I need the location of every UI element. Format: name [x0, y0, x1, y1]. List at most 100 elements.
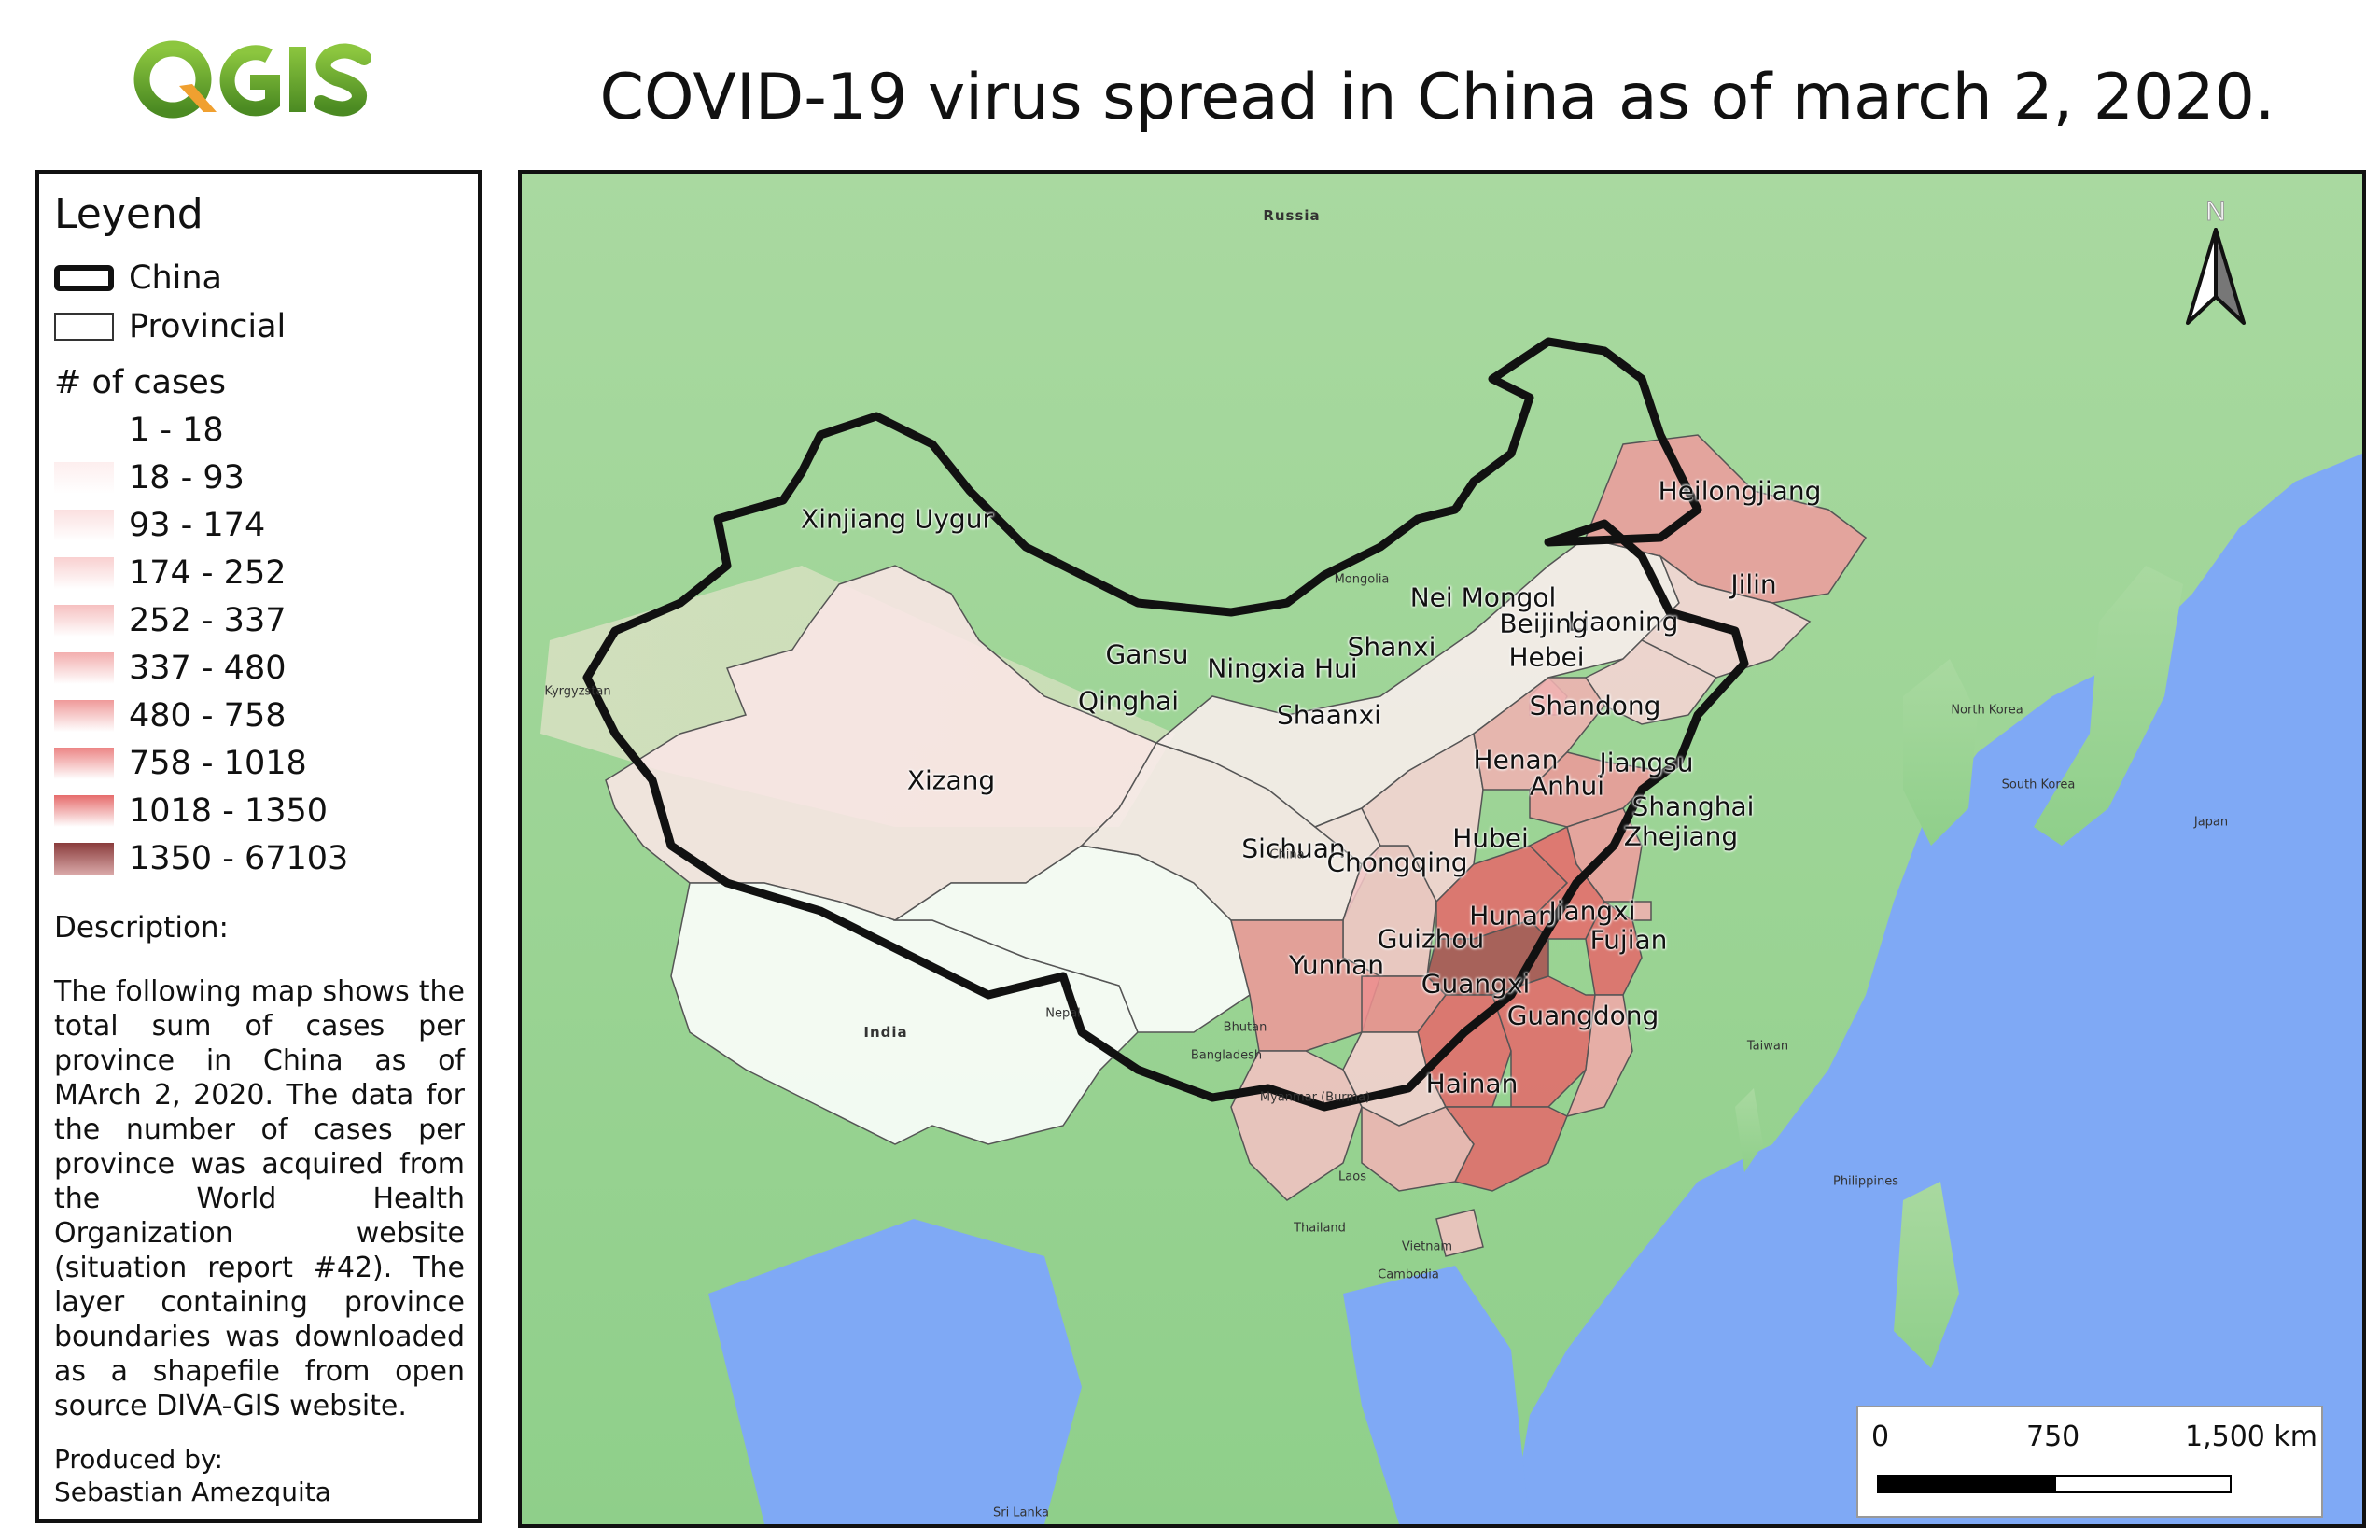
legend-class-label: 758 - 1018: [129, 745, 307, 782]
scale-label-zero: 0: [1871, 1421, 1890, 1453]
description-text: The following map shows the total sum of…: [54, 975, 465, 1422]
north-label: N: [2205, 196, 2226, 227]
basemap-label: Bangladesh: [1190, 1048, 1263, 1063]
basemap-label: Sri Lanka: [992, 1505, 1050, 1520]
basemap-label: Philippines: [1832, 1174, 1899, 1189]
legend-provincial-label: Provincial: [129, 308, 287, 345]
legend-class-swatch: [54, 652, 114, 684]
legend-china-label: China: [129, 259, 222, 297]
china-boundary-symbol: [54, 265, 114, 291]
basemap-label: Russia: [1263, 207, 1321, 224]
produced-by-label: Produced by:: [54, 1444, 223, 1475]
legend-class-swatch: [54, 605, 114, 637]
korea: [1903, 659, 1978, 846]
province-label: Henan: [1473, 744, 1559, 776]
map-canvas[interactable]: [522, 174, 2362, 1524]
province-label: Ningxia Hui: [1207, 652, 1358, 684]
map-title: COVID-19 virus spread in China as of mar…: [599, 61, 2275, 134]
basemap-label: China: [1269, 847, 1305, 862]
province-label: Hebei: [1508, 641, 1585, 673]
cases-legend-title: # of cases: [54, 364, 227, 401]
scale-label-end: 1,500 km: [2185, 1421, 2318, 1453]
province-label: Hunan: [1469, 900, 1555, 931]
scale-label-mid: 750: [2026, 1421, 2080, 1453]
province-label: Guangdong: [1506, 1000, 1659, 1031]
basemap-label: Bhutan: [1223, 1020, 1267, 1035]
province-label: Hubei: [1452, 822, 1529, 854]
legend-class-swatch: [54, 795, 114, 827]
legend-class-swatch: [54, 510, 114, 541]
province-label: Gansu: [1105, 638, 1189, 670]
province-guangdong[interactable]: [1444, 1106, 1568, 1192]
legend-class-row: 1 - 18: [54, 409, 224, 452]
legend-title: Leyend: [54, 190, 203, 238]
province-label: Hainan: [1425, 1068, 1519, 1099]
legend-china-row: China: [54, 259, 222, 297]
legend-class-row: 93 - 174: [54, 504, 265, 547]
basemap-label: Japan: [2193, 815, 2229, 830]
province-label: Shaanxi: [1277, 699, 1381, 731]
basemap-label: Vietnam: [1401, 1239, 1453, 1254]
basemap-label: South Korea: [2001, 777, 2076, 792]
china-outline: [582, 337, 1749, 1112]
province-label: Jilin: [1730, 568, 1777, 600]
legend-class-label: 480 - 758: [129, 697, 287, 735]
basemap-label: Cambodia: [1378, 1267, 1439, 1282]
province-label: Zhejiang: [1623, 820, 1739, 852]
description-title: Description:: [54, 911, 229, 945]
qgis-logo: [133, 40, 371, 119]
legend-class-label: 252 - 337: [129, 602, 287, 639]
legend-class-row: 252 - 337: [54, 599, 287, 642]
legend-class-row: 174 - 252: [54, 552, 287, 595]
legend-class-label: 1018 - 1350: [129, 792, 329, 830]
province-label: Chongqing: [1326, 847, 1468, 878]
legend-class-label: 18 - 93: [129, 459, 245, 497]
province-label: Yunnan: [1288, 949, 1385, 981]
province-label: Anhui: [1529, 770, 1605, 802]
basemap-label: Mongolia: [1334, 572, 1390, 587]
legend-class-label: 1 - 18: [129, 412, 224, 449]
province-label: Xinjiang Uygur: [801, 503, 993, 535]
legend-class-row: 337 - 480: [54, 647, 287, 690]
legend-panel: Leyend China Provincial # of cases 1 - 1…: [35, 170, 482, 1523]
province-hebei[interactable]: [1473, 677, 1605, 791]
legend-class-label: 93 - 174: [129, 507, 266, 544]
produced-by: Produced by: Sebastian Amezquita: [54, 1443, 331, 1508]
province-label: Nei Mongol: [1409, 581, 1557, 613]
philippines: [1894, 1182, 1959, 1368]
bay-of-bengal: [708, 1219, 1082, 1524]
province-label: Sichuan: [1241, 833, 1346, 864]
province-polygons: [605, 434, 1868, 1257]
scale-bar-black-segment: [1877, 1475, 2054, 1493]
legend-class-row: 18 - 93: [54, 456, 245, 499]
legend-class-swatch: [54, 462, 114, 494]
province-hainan[interactable]: [1435, 1209, 1484, 1257]
legend-class-label: 337 - 480: [129, 650, 287, 687]
province-label: Liaoning: [1567, 606, 1679, 637]
legend-class-swatch: [54, 700, 114, 732]
basemap-label: Nepal: [1045, 1006, 1081, 1021]
province-label: Jiangxi: [1548, 895, 1636, 927]
scale-bar-white-segment: [2054, 1475, 2232, 1493]
legend-class-swatch: [54, 843, 114, 875]
taiwan: [1735, 1088, 1763, 1172]
south-china-sea: [1343, 1266, 1530, 1524]
province-label: Xizang: [906, 764, 996, 796]
province-label: Jiangsu: [1599, 747, 1694, 778]
legend-provincial-row: Provincial: [54, 308, 286, 345]
legend-class-row: 1018 - 1350: [54, 790, 328, 833]
japan: [2034, 566, 2183, 846]
province-label: Guangxi: [1421, 968, 1531, 1000]
map-frame[interactable]: Xinjiang Uygur Xizang Qinghai Gansu Nei Mong…: [518, 170, 2366, 1528]
legend-class-row: 1350 - 67103: [54, 837, 348, 880]
province-label: Shanxi: [1347, 631, 1436, 663]
basemap-label: Myanmar (Burma): [1259, 1090, 1371, 1105]
province-label: Shanghai: [1631, 791, 1755, 822]
province-shanghai[interactable]: [1631, 901, 1652, 921]
provincial-boundary-symbol: [54, 313, 114, 341]
basemap-label: India: [863, 1024, 908, 1041]
legend-class-label: 1350 - 67103: [129, 840, 349, 877]
legend-class-swatch: [54, 414, 114, 446]
north-arrow: N: [2186, 196, 2246, 325]
province-label: Shandong: [1529, 690, 1661, 721]
